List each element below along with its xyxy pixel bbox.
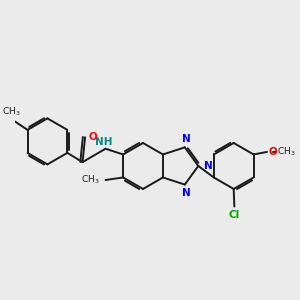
Text: NH: NH bbox=[95, 137, 113, 147]
Text: N: N bbox=[182, 134, 191, 143]
Text: Cl: Cl bbox=[229, 210, 240, 220]
Text: N: N bbox=[204, 161, 213, 171]
Text: O: O bbox=[89, 132, 98, 142]
Text: CH$_3$: CH$_3$ bbox=[2, 106, 21, 118]
Text: O: O bbox=[268, 147, 278, 157]
Text: N: N bbox=[182, 188, 191, 198]
Text: CH$_3$: CH$_3$ bbox=[277, 146, 296, 158]
Text: CH$_3$: CH$_3$ bbox=[81, 174, 100, 186]
